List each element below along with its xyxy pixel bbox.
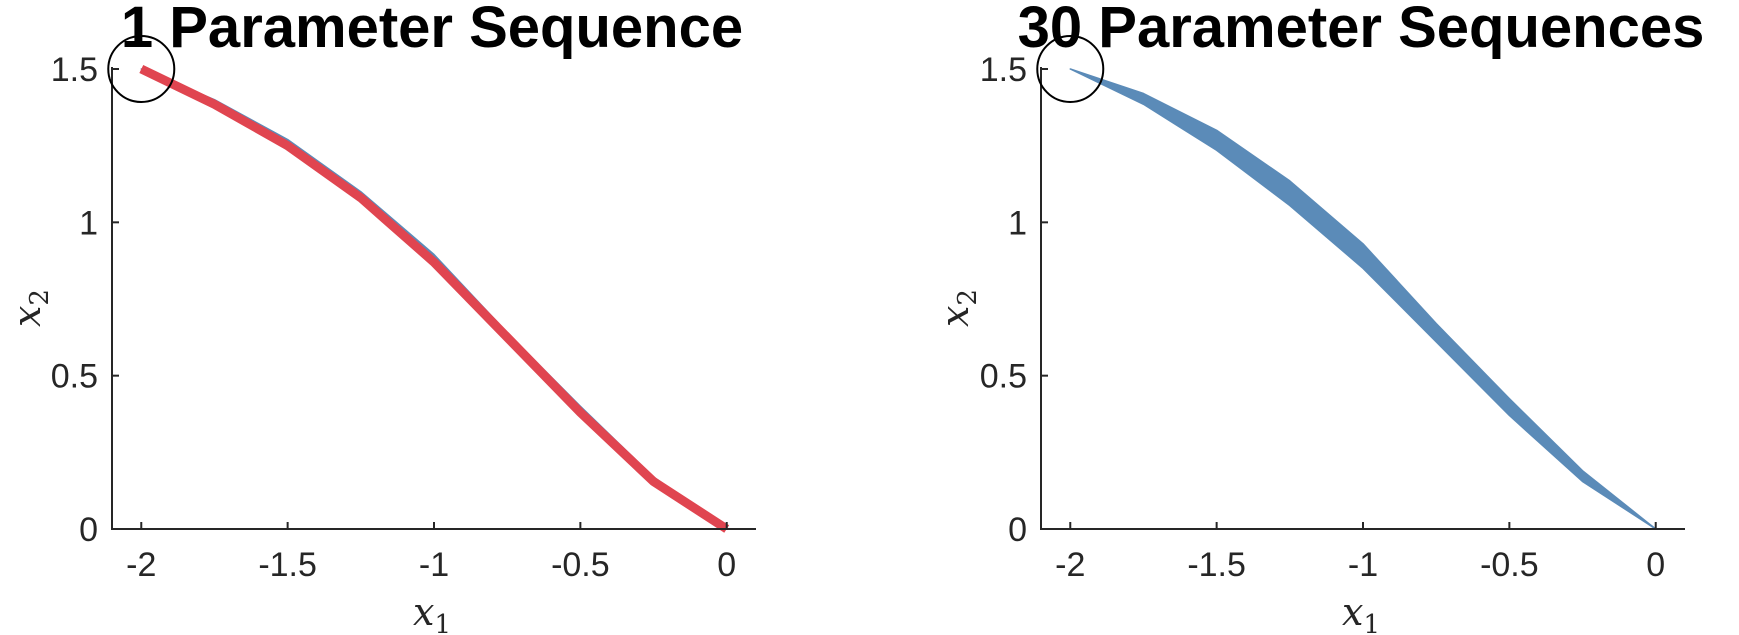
y-axis-label: x2 [933,289,983,327]
x-axis-label-subscript: 1 [1363,610,1380,635]
trajectory-band [140,68,728,530]
start-point-circle [1036,35,1105,103]
y-tick-label: 0 [1008,511,1027,549]
x-axis-label: x1 [1342,590,1380,635]
nominal-trajectory-line [139,64,730,533]
x-tick-label: -2 [126,546,156,584]
x-tick-label: -0.5 [551,546,610,584]
y-tick-label: 1.5 [51,51,98,89]
chart-title: 30 Parameter Sequences [1018,0,1705,60]
y-tick-label: 1 [1008,204,1027,242]
y-tick-label: 0 [79,511,98,549]
x-axis-label-main: x [413,590,434,634]
y-axis-label-main: x [5,306,49,327]
x-axis-label-main: x [1342,590,1363,634]
axes-frame [1040,67,1685,530]
chart-title: 1 Parameter Sequence [121,0,743,60]
x-tick-label: -1.5 [258,546,317,584]
axes-frame [111,67,756,530]
y-axis-label-subscript: 2 [953,289,983,306]
x-tick-label: -0.5 [1480,546,1539,584]
trajectory-band [1069,68,1657,530]
y-axis-label: x2 [5,289,55,327]
y-axis-label-subscript: 2 [25,289,55,306]
start-point-circle [107,35,176,103]
x-tick-label: 0 [1646,546,1665,584]
x-axis-label-subscript: 1 [434,610,451,635]
x-tick-label: -1 [419,546,449,584]
y-tick-label: 0.5 [51,358,98,396]
x-axis-label: x1 [413,590,451,635]
y-tick-label: 1 [79,204,98,242]
y-axis-label-main: x [933,306,977,327]
x-tick-label: 0 [717,546,736,584]
x-tick-label: -1 [1348,546,1378,584]
x-tick-label: -2 [1055,546,1085,584]
x-tick-label: -1.5 [1187,546,1246,584]
y-tick-label: 1.5 [980,51,1027,89]
y-tick-label: 0.5 [980,358,1027,396]
